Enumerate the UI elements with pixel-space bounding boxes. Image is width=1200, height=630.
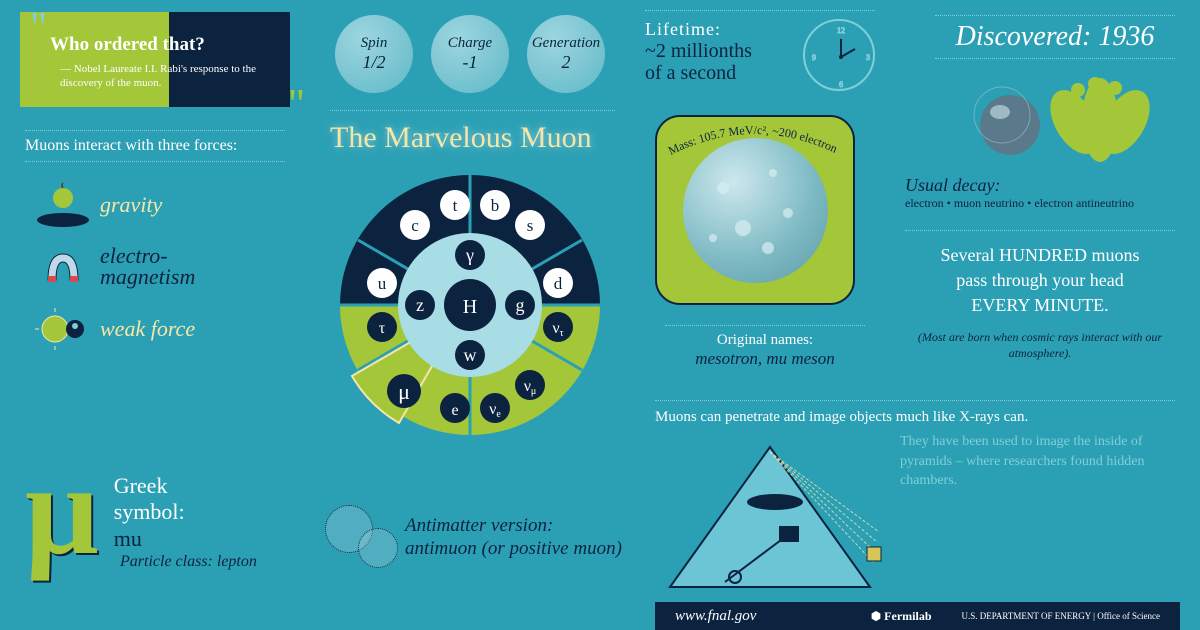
svg-text:6: 6 — [839, 80, 843, 89]
mass-box: Mass: 105.7 MeV/c², ~200 electrons — [655, 115, 855, 305]
magnet-icon — [25, 240, 100, 295]
quote-box: " Who ordered that? — Nobel Laureate I.I… — [20, 12, 290, 107]
pyramid-icon — [655, 432, 885, 602]
greek-label: symbol: — [114, 499, 185, 525]
decay-graphic — [920, 70, 1180, 170]
main-title: The Marvelous Muon — [330, 110, 615, 155]
gravity-icon — [25, 178, 100, 233]
pyramid-section: Muons can penetrate and image objects mu… — [655, 400, 1175, 602]
hundred-muons-fact: Several HUNDRED muons pass through your … — [905, 230, 1175, 362]
svg-text:9: 9 — [812, 53, 816, 62]
svg-text:μ: μ — [398, 379, 410, 404]
antimatter-section: Antimatter version: antimuon (or positiv… — [320, 500, 640, 575]
footer-url: www.fnal.gov — [675, 608, 756, 625]
weak-force-icon — [25, 302, 100, 357]
charge-bubble: Charge -1 — [431, 15, 509, 93]
svg-text:c: c — [411, 216, 419, 235]
mu-symbol: μ — [25, 455, 99, 566]
svg-text:e: e — [451, 402, 458, 419]
svg-text:3: 3 — [866, 53, 870, 62]
svg-text:z: z — [416, 295, 424, 315]
svg-text:γ: γ — [465, 245, 474, 265]
force-label: electro-magnetism — [100, 246, 285, 288]
footer: www.fnal.gov ⬢ Fermilab U.S. DEPARTMENT … — [655, 602, 1180, 630]
forces-title: Muons interact with three forces: — [25, 130, 285, 162]
lifetime-section: Lifetime: ~2 millionths of a second 12 3… — [645, 10, 875, 91]
quote-attribution: — Nobel Laureate I.I. Rabi's response to… — [60, 62, 270, 91]
clock-icon: 12 3 6 9 — [803, 19, 875, 91]
lifetime-value: ~2 millionths of a second — [645, 40, 803, 84]
svg-text:b: b — [491, 196, 500, 215]
greek-name: mu — [114, 526, 185, 552]
antimatter-text: Antimatter version: antimuon (or positiv… — [405, 515, 622, 561]
svg-text:τ: τ — [379, 320, 386, 337]
particle-wheel: H γ g w z u c t b s d ντ νμ νe e μ τ — [330, 165, 610, 445]
svg-text:H: H — [463, 296, 477, 318]
footer-dept: U.S. DEPARTMENT OF ENERGY | Office of Sc… — [962, 611, 1161, 621]
svg-text:w: w — [464, 345, 477, 365]
force-label: gravity — [100, 192, 285, 218]
svg-text:t: t — [453, 196, 458, 215]
svg-text:u: u — [378, 274, 387, 293]
antimatter-icon — [320, 500, 405, 575]
discovered: Discovered: 1936 — [935, 15, 1175, 59]
decay-text: Usual decay: electron • muon neutrino • … — [905, 175, 1185, 211]
mass-sphere-icon — [683, 138, 828, 283]
force-label: weak force — [100, 316, 285, 342]
svg-text:12: 12 — [837, 26, 845, 35]
quote-text: Who ordered that? — [50, 34, 280, 56]
force-gravity: gravity — [25, 174, 285, 236]
original-names: Original names: mesotron, mu meson — [665, 325, 865, 369]
svg-text:s: s — [527, 216, 534, 235]
greek-symbol-section: μ Greek symbol: mu Particle class: lepto… — [25, 455, 285, 566]
lifetime-label: Lifetime: — [645, 19, 803, 40]
forces-section: Muons interact with three forces: gravit… — [25, 130, 285, 360]
close-quote-icon: " — [288, 81, 305, 129]
open-quote-icon: " — [30, 4, 47, 52]
force-weak: weak force — [25, 298, 285, 360]
svg-text:g: g — [516, 295, 525, 315]
property-bubbles: Spin 1/2 Charge -1 Generation 2 — [335, 15, 605, 93]
svg-text:d: d — [554, 274, 563, 293]
particle-class: Particle class: lepton — [120, 553, 257, 571]
spin-bubble: Spin 1/2 — [335, 15, 413, 93]
generation-bubble: Generation 2 — [527, 15, 605, 93]
force-em: electro-magnetism — [25, 236, 285, 298]
footer-lab: ⬢ Fermilab — [871, 609, 932, 624]
greek-label: Greek — [114, 473, 185, 499]
